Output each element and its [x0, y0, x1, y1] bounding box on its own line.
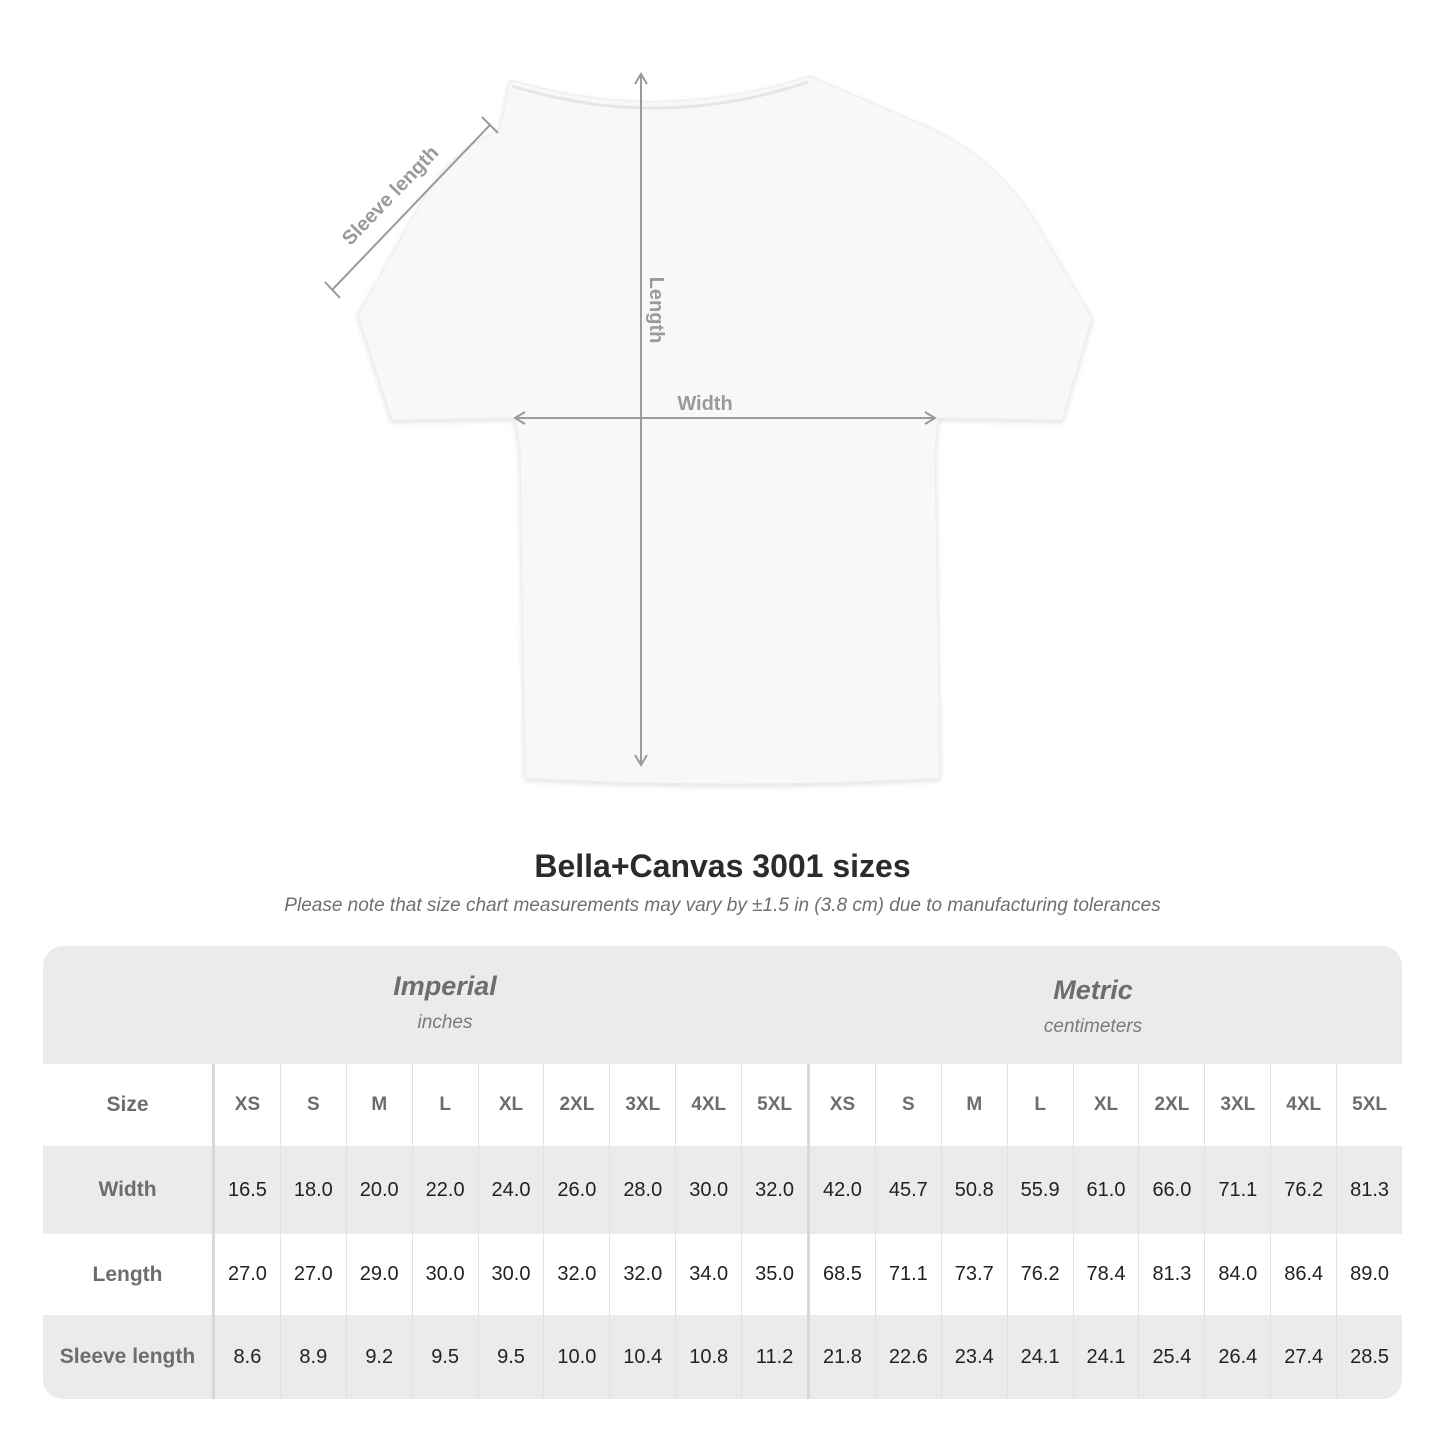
- length-label: Length: [645, 277, 667, 344]
- value-cell: 25.4: [1139, 1315, 1206, 1399]
- value-cell: 9.2: [347, 1315, 413, 1399]
- value-cell: 8.6: [215, 1315, 281, 1399]
- value-cell: 81.3: [1350, 1178, 1390, 1201]
- value-cell: 22.6: [876, 1315, 942, 1399]
- metric-unit: centimeters: [1043, 1016, 1143, 1037]
- size-metric-header: 5XL: [1352, 1094, 1388, 1115]
- metric-title: Metric: [1053, 975, 1133, 1005]
- value-cell: 66.0: [1139, 1146, 1206, 1234]
- size-imperial-header: 4XL: [676, 1064, 743, 1146]
- size-metric-header: S: [876, 1064, 942, 1146]
- value-cell: 84.0: [1205, 1234, 1272, 1315]
- value-cell: 10.0: [544, 1315, 611, 1399]
- sleeve-arrow: [331, 124, 491, 291]
- value-cell: 34.0: [676, 1234, 743, 1315]
- value-cell: 20.0: [347, 1146, 413, 1234]
- value-cell: 30.0: [413, 1234, 479, 1315]
- value-cell: 68.5: [810, 1234, 876, 1315]
- size-metric-header: L: [1008, 1064, 1074, 1146]
- value-cell: 27.4: [1271, 1315, 1338, 1399]
- size-header-row: Size XS S M L XL 2XL 3XL 4XL 5XL XS S M L XL 2XL 3XL 4XL 5…: [43, 1064, 1402, 1146]
- row-label: Sleeve length: [43, 1315, 215, 1399]
- row-label: Length: [43, 1234, 215, 1315]
- tolerance-note: Please note that size chart measurements…: [284, 895, 1161, 916]
- value-cell: 16.5: [215, 1146, 281, 1234]
- imperial-title: Imperial: [393, 971, 497, 1001]
- size-imperial-header: S: [281, 1064, 347, 1146]
- table-row: Sleeve length 8.6 8.9 9.2 9.5 9.5 10.0 10.4 10.8…: [43, 1315, 1402, 1399]
- row-label: Width: [43, 1146, 215, 1234]
- value-cell: 30.0: [676, 1146, 743, 1234]
- value-cell: 28.5: [1350, 1345, 1390, 1368]
- value-cell: 22.0: [413, 1146, 479, 1234]
- value-cell: 45.7: [876, 1146, 942, 1234]
- tshirt-diagram: Sleeve length Length Width: [324, 72, 1093, 785]
- value-cell: 32.0: [544, 1234, 611, 1315]
- value-cell: 55.9: [1008, 1146, 1074, 1234]
- value-cell: 32.0: [610, 1234, 677, 1315]
- value-cell: 24.1: [1008, 1315, 1074, 1399]
- value-cell: 86.4: [1271, 1234, 1338, 1315]
- value-cell: 32.0: [742, 1146, 811, 1234]
- size-metric-header: M: [942, 1064, 1008, 1146]
- value-cell: 24.0: [479, 1146, 545, 1234]
- page-title: Bella+Canvas 3001 sizes: [534, 848, 911, 884]
- value-cell: 29.0: [347, 1234, 413, 1315]
- table-row: Length 27.0 27.0 29.0 30.0 30.0 32.0 32.0 34.0 35…: [43, 1234, 1402, 1315]
- value-cell: 23.4: [942, 1315, 1008, 1399]
- value-cell: 28.0: [610, 1146, 677, 1234]
- value-cell: 10.4: [610, 1315, 677, 1399]
- value-cell: 61.0: [1074, 1146, 1140, 1234]
- value-cell: 9.5: [479, 1315, 545, 1399]
- value-cell: 71.1: [876, 1234, 942, 1315]
- size-metric-header: 2XL: [1139, 1064, 1206, 1146]
- size-imperial-header: XS: [215, 1064, 281, 1146]
- value-cell: 27.0: [215, 1234, 281, 1315]
- value-cell: 73.7: [942, 1234, 1008, 1315]
- imperial-unit: inches: [417, 1012, 473, 1033]
- value-cell: 76.2: [1271, 1146, 1338, 1234]
- size-metric-header: XL: [1074, 1064, 1140, 1146]
- tshirt-collar: [511, 80, 809, 110]
- size-metric-header: 4XL: [1271, 1064, 1338, 1146]
- size-imperial-header: L: [413, 1064, 479, 1146]
- unit-header: Imperial inches Metric centimeters: [43, 946, 1402, 1064]
- value-cell: 18.0: [281, 1146, 347, 1234]
- value-cell: 8.9: [281, 1315, 347, 1399]
- value-cell: 9.5: [413, 1315, 479, 1399]
- row-label: Size: [43, 1064, 215, 1146]
- size-table: Imperial inches Metric centimeters Size X…: [43, 946, 1402, 1399]
- value-cell: 11.2: [742, 1315, 811, 1399]
- value-cell: 10.8: [676, 1315, 743, 1399]
- size-metric-header: XS: [810, 1064, 876, 1146]
- size-imperial-header: M: [347, 1064, 413, 1146]
- value-cell: 27.0: [281, 1234, 347, 1315]
- value-cell: 78.4: [1074, 1234, 1140, 1315]
- value-cell: 30.0: [479, 1234, 545, 1315]
- imperial-header: Imperial inches: [215, 971, 675, 1034]
- value-cell: 24.1: [1074, 1315, 1140, 1399]
- size-metric-header: 3XL: [1205, 1064, 1272, 1146]
- value-cell: 76.2: [1008, 1234, 1074, 1315]
- size-imperial-header: 5XL: [742, 1064, 811, 1146]
- value-cell: 81.3: [1139, 1234, 1206, 1315]
- value-cell: 50.8: [942, 1146, 1008, 1234]
- tshirt-body: [357, 75, 1093, 785]
- value-cell: 35.0: [742, 1234, 811, 1315]
- width-label: Width: [677, 393, 732, 415]
- metric-header: Metric centimeters: [863, 975, 1323, 1038]
- value-cell: 26.4: [1205, 1315, 1272, 1399]
- size-imperial-header: 3XL: [610, 1064, 677, 1146]
- table-row: Width 16.5 18.0 20.0 22.0 24.0 26.0 28.0 30.0 32.…: [43, 1146, 1402, 1234]
- size-imperial-header: 2XL: [544, 1064, 611, 1146]
- value-cell: 21.8: [810, 1315, 876, 1399]
- value-cell: 26.0: [544, 1146, 611, 1234]
- value-cell: 42.0: [810, 1146, 876, 1234]
- value-cell: 89.0: [1350, 1263, 1390, 1285]
- size-imperial-header: XL: [479, 1064, 545, 1146]
- value-cell: 71.1: [1205, 1146, 1272, 1234]
